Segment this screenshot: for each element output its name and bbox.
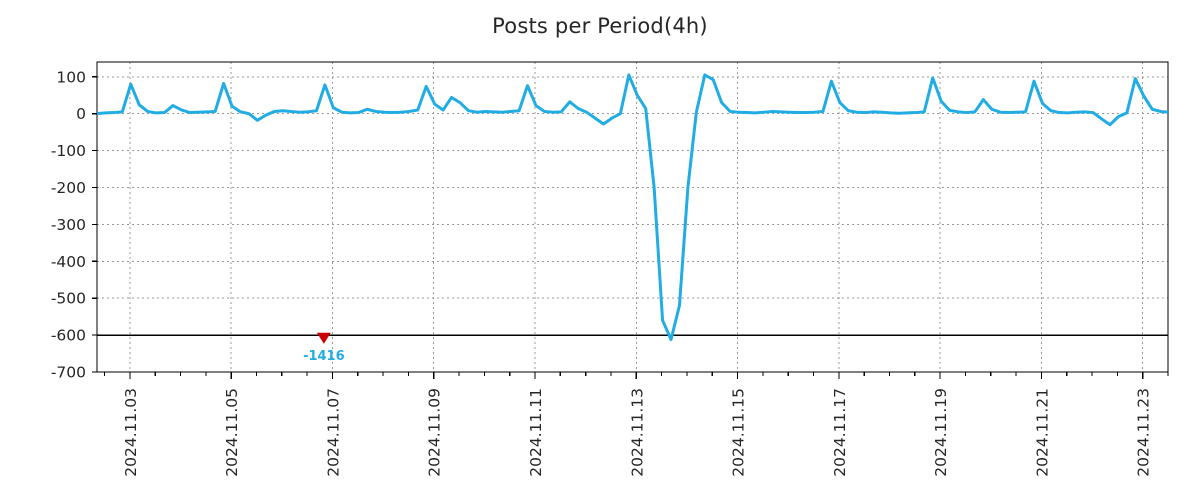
annotation-layer: -1416 xyxy=(303,332,345,364)
x-tick-label: 2024.11.23 xyxy=(1135,388,1153,477)
annotation-marker xyxy=(316,332,331,344)
y-tick-label: 0 xyxy=(76,105,86,123)
x-tick-label: 2024.11.11 xyxy=(527,388,545,477)
axis-ticks xyxy=(92,76,1169,379)
y-tick-label: -100 xyxy=(51,142,86,160)
x-tick-label: 2024.11.03 xyxy=(122,388,140,477)
x-tick-label: 2024.11.13 xyxy=(628,388,646,477)
y-tick-labels: 100 0 -100 -200 -300 -400 -500 -600 -700 xyxy=(51,68,86,381)
grid-lines xyxy=(97,62,1168,373)
axis-frame xyxy=(96,61,1169,373)
x-tick-label: 2024.11.09 xyxy=(426,388,444,477)
y-tick-label: 100 xyxy=(56,68,86,86)
x-tick-labels: 2024.11.03 2024.11.05 2024.11.07 2024.11.09… xyxy=(122,388,1153,477)
x-tick-label: 2024.11.19 xyxy=(932,388,950,477)
annotation-label: -1416 xyxy=(303,349,345,364)
y-tick-label: -300 xyxy=(51,216,86,234)
x-tick-label: 2024.11.21 xyxy=(1033,388,1051,477)
x-tick-label: 2024.11.15 xyxy=(730,388,748,477)
data-series-line xyxy=(97,73,1168,342)
chart-title: Posts per Period(4h) xyxy=(492,14,708,38)
y-tick-label: -600 xyxy=(51,327,86,345)
x-tick-label: 2024.11.05 xyxy=(223,388,241,477)
y-tick-label: -400 xyxy=(51,253,86,271)
y-tick-label: -200 xyxy=(51,179,86,197)
y-tick-label: -500 xyxy=(51,290,86,308)
x-tick-label: 2024.11.07 xyxy=(324,388,342,477)
x-tick-label: 2024.11.17 xyxy=(831,388,849,477)
y-tick-label: -700 xyxy=(51,364,86,382)
